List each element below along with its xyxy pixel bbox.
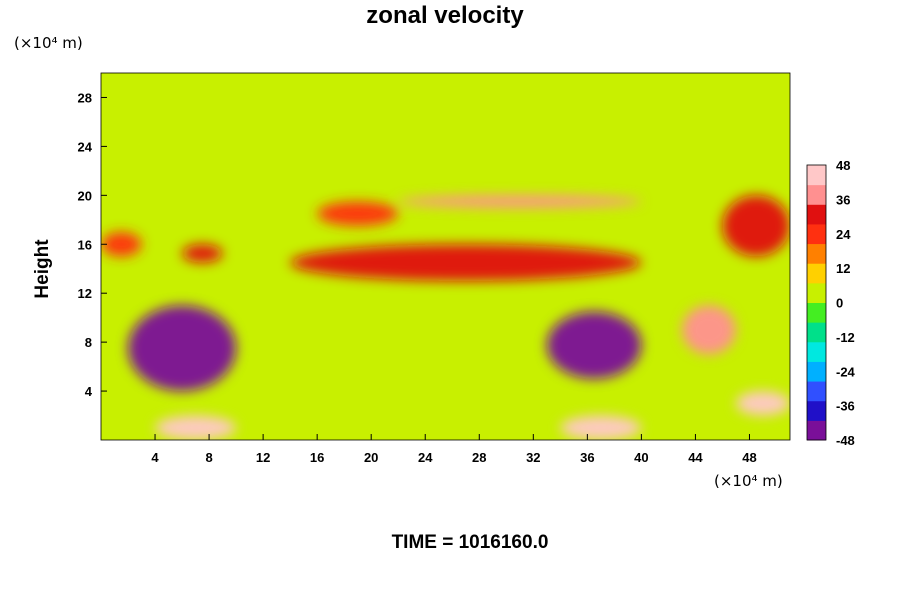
- y-tick-label: 4: [85, 384, 93, 399]
- x-tick-label: 28: [472, 450, 486, 465]
- x-tick-label: 4: [151, 450, 159, 465]
- x-tick-label: 12: [256, 450, 270, 465]
- x-tick-label: 16: [310, 450, 324, 465]
- y-tick-label: 24: [78, 139, 93, 154]
- y-ticks: 4 8 12 16 20 24 28: [78, 90, 107, 399]
- x-ticks: 4 8 12 16 20 24 28 32 36 40 44 48: [151, 434, 757, 465]
- colorbar-tick-label: -48: [836, 433, 855, 448]
- feature-easterly-core-west: [128, 305, 237, 392]
- feature-upper-jet-stream: [398, 195, 642, 208]
- colorbar-frame: [806, 164, 827, 441]
- feature-surface-westerlies-east: [560, 415, 642, 440]
- y-axis-unit: (×10⁴ m): [14, 34, 83, 52]
- chart-title: zonal velocity: [366, 2, 524, 29]
- colorbar-swatch: [807, 165, 826, 186]
- x-tick-label: 32: [526, 450, 540, 465]
- feature-upper-left-jet: [317, 201, 399, 226]
- feature-easterly-core-east: [546, 311, 642, 379]
- colorbar-swatch: [807, 381, 826, 402]
- velocity-field: [101, 73, 790, 440]
- colorbar-tick-label: 36: [836, 192, 850, 207]
- x-tick-label: 20: [364, 450, 378, 465]
- colorbar-swatch: [807, 223, 826, 245]
- feature-mid-level-westerlies: [290, 244, 642, 281]
- x-tick-label: 44: [688, 450, 703, 465]
- y-tick-label: 16: [78, 237, 92, 252]
- feature-surface-westerlies-west: [155, 415, 237, 440]
- feature-oscillating-shear: [681, 305, 736, 355]
- y-tick-label: 12: [78, 286, 92, 301]
- colorbar-tick-label: 24: [836, 227, 851, 242]
- colorbar-tick-label: -24: [836, 364, 856, 379]
- colorbar-swatch: [807, 204, 826, 225]
- colorbar-tick-label: 48: [836, 158, 850, 173]
- x-tick-label: 24: [418, 450, 433, 465]
- y-tick-label: 20: [78, 188, 92, 203]
- x-tick-label: 36: [580, 450, 594, 465]
- colorbar-tick-label: -36: [836, 399, 855, 414]
- colorbar-swatch: [807, 282, 826, 303]
- time-label: TIME = 1016160.0: [391, 532, 549, 553]
- colorbar-swatch: [807, 341, 826, 362]
- feature-surface-westerlies-far-east: [735, 391, 790, 416]
- colorbar: 48 36 24 12 0 -12 -24 -36 -48: [806, 158, 856, 448]
- colorbar-swatch: [807, 184, 826, 205]
- colorbar-tick-label: -12: [836, 330, 855, 345]
- x-tick-label: 8: [205, 450, 212, 465]
- colorbar-swatch: [807, 302, 826, 323]
- colorbar-swatch: [807, 400, 826, 421]
- plot-frame: [100, 72, 791, 441]
- colorbar-tick-label: 12: [836, 261, 850, 276]
- x-axis-unit: (×10⁴ m): [714, 472, 783, 490]
- y-tick-label: 8: [85, 335, 92, 350]
- colorbar-swatch: [807, 420, 826, 441]
- y-tick-label: 28: [78, 90, 92, 105]
- colorbar-swatch: [807, 361, 826, 382]
- colorbar-swatch: [807, 322, 826, 343]
- colorbar-swatch: [807, 243, 826, 264]
- x-tick-label: 40: [634, 450, 648, 465]
- feature-west-level-eddy: [182, 244, 223, 263]
- feature-upper-right-jet: [722, 195, 790, 257]
- colorbar-swatch: [807, 263, 826, 284]
- x-tick-label: 48: [742, 450, 756, 465]
- colorbar-tick-label: 0: [836, 296, 843, 311]
- feature-left-westerlies: [101, 232, 142, 257]
